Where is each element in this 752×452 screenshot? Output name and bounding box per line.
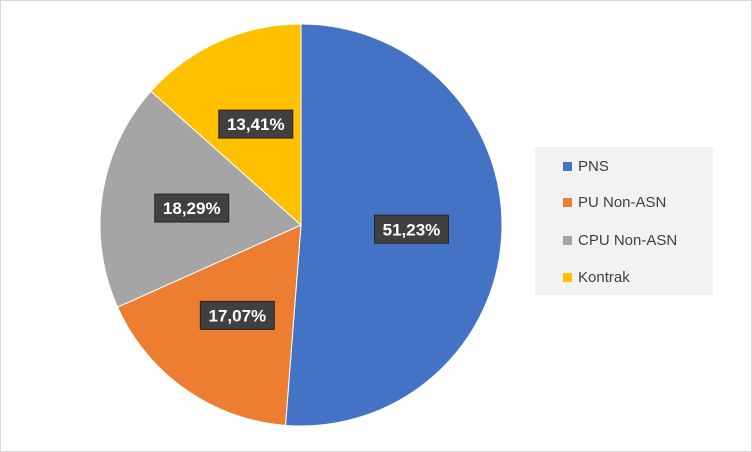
data-label-text-pns: 51,23% xyxy=(383,220,441,239)
legend-label-cpu-non-asn: CPU Non-ASN xyxy=(578,231,678,249)
legend-label-kontrak: Kontrak xyxy=(578,268,630,286)
data-label-box-kontrak xyxy=(218,109,294,139)
legend-item-pns: PNS xyxy=(563,156,609,176)
data-label-box-cpu-non-asn xyxy=(154,193,230,223)
data-label-text-kontrak: 13,41% xyxy=(227,115,285,134)
data-label-box-pns xyxy=(373,214,449,244)
data-label-cpu-non-asn: 18,29% xyxy=(154,193,230,223)
data-label-pns: 51,23% xyxy=(373,214,449,244)
legend: PNS PU Non-ASN CPU Non-ASN Kontrak xyxy=(535,147,713,295)
legend-swatch-cpu-non-asn xyxy=(563,235,572,245)
data-label-pu-non-asn: 17,07% xyxy=(199,300,275,330)
legend-swatch-pu-non-asn xyxy=(563,197,572,207)
legend-item-cpu-non-asn: CPU Non-ASN xyxy=(563,230,677,250)
legend-swatch-kontrak xyxy=(563,272,572,282)
legend-item-kontrak: Kontrak xyxy=(563,267,630,287)
data-label-text-pu-non-asn: 17,07% xyxy=(209,306,267,325)
legend-item-pu-non-asn: PU Non-ASN xyxy=(563,192,666,212)
legend-label-pu-non-asn: PU Non-ASN xyxy=(578,193,667,211)
data-label-box-pu-non-asn xyxy=(199,300,275,330)
legend-swatch-pns xyxy=(563,161,572,171)
data-label-text-cpu-non-asn: 18,29% xyxy=(163,199,221,218)
legend-label-pns: PNS xyxy=(578,157,609,175)
data-label-kontrak: 13,41% xyxy=(218,109,294,139)
